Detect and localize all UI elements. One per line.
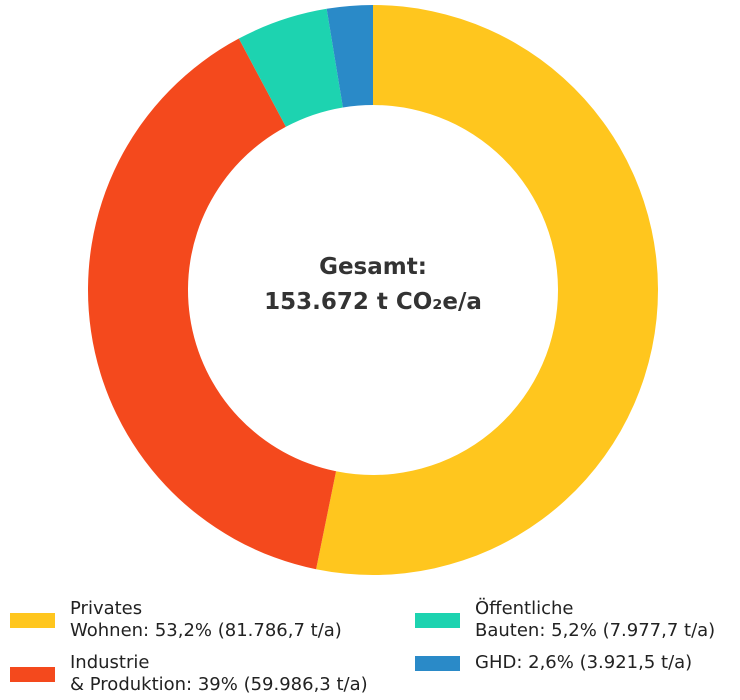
legend-swatch	[415, 612, 460, 628]
legend-item: Öffentliche Bauten: 5,2% (7.977,7 t/a)	[415, 598, 715, 642]
legend-label: GHD: 2,6% (3.921,5 t/a)	[475, 652, 693, 673]
chart: Gesamt: 153.672 t CO₂e/a	[88, 5, 659, 575]
legend-label: Privates Wohnen: 53,2% (81.786,7 t/a)	[70, 598, 342, 641]
center-value: 153.672 t CO₂e/a	[264, 289, 482, 315]
legend-swatch	[10, 612, 55, 628]
legend-swatch	[415, 655, 460, 671]
legend-item: GHD: 2,6% (3.921,5 t/a)	[415, 652, 692, 674]
legend-swatch	[10, 666, 55, 682]
legend-label: Öffentliche Bauten: 5,2% (7.977,7 t/a)	[475, 598, 716, 641]
slices	[88, 5, 659, 575]
center-title: Gesamt:	[319, 254, 427, 280]
donut-slice	[238, 8, 343, 127]
legend-item: Industrie & Produktion: 39% (59.986,3 t/…	[10, 652, 368, 696]
donut-slice	[88, 38, 337, 570]
legend-item: Privates Wohnen: 53,2% (81.786,7 t/a)	[10, 598, 342, 642]
donut-slice	[326, 5, 373, 108]
donut-slice	[316, 5, 659, 575]
legend-label: Industrie & Produktion: 39% (59.986,3 t/…	[70, 652, 368, 695]
